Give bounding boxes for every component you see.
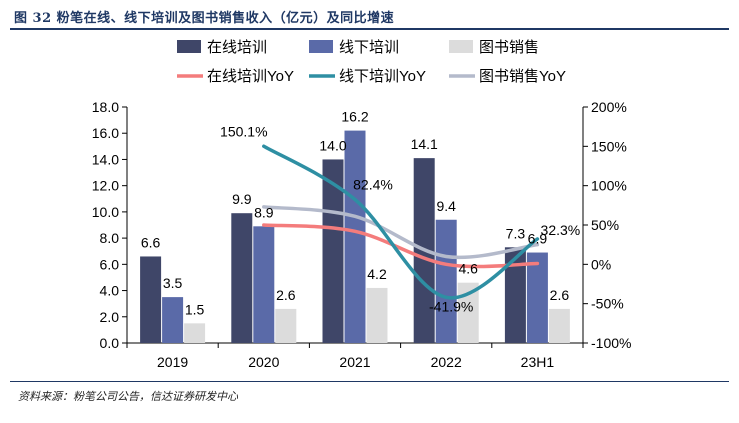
bar <box>504 247 526 343</box>
source-note: 资料来源：粉笔公司公告，信达证券研发中心 <box>18 390 238 403</box>
legend-label: 图书销售YoY <box>479 68 566 85</box>
legend-label: 线下培训YoY <box>339 68 426 85</box>
y-tick-label: 2.0 <box>100 309 120 325</box>
x-tick-label: 2022 <box>431 354 462 370</box>
bar-data-label: 14.0 <box>319 137 346 153</box>
bar <box>253 226 275 343</box>
bar-data-label: 9.4 <box>436 198 456 214</box>
y2-tick-label: 100% <box>591 178 627 194</box>
bar-data-label: 4.6 <box>458 261 478 277</box>
bar <box>184 323 206 343</box>
bar-data-label: 2.6 <box>276 287 296 303</box>
bar-data-label: 6.9 <box>528 231 548 247</box>
y-tick-label: 10.0 <box>92 204 119 220</box>
legend-swatch <box>449 40 473 53</box>
y-tick-label: 4.0 <box>100 283 120 299</box>
bar <box>322 159 344 343</box>
line-series <box>262 144 540 300</box>
bar-data-label: 2.6 <box>550 287 570 303</box>
legend-label: 线下培训 <box>339 39 399 56</box>
y-tick-label: 0.0 <box>100 335 120 351</box>
x-tick-label: 2020 <box>248 354 279 370</box>
y-tick-label: 12.0 <box>92 178 119 194</box>
data-labels: 6.6 9.9 14.0 14.1 7.3 3.5 8.9 16.2 9.4 6.9 1.5 2.6 4… <box>141 109 580 318</box>
line-series <box>262 205 540 260</box>
bar-data-label: 3.5 <box>163 275 183 291</box>
bar <box>275 308 297 343</box>
line-series <box>262 223 540 269</box>
bar <box>548 308 570 343</box>
y-tick-label: 18.0 <box>92 99 119 115</box>
bar-data-label: 8.9 <box>254 204 274 220</box>
title-divider <box>10 28 729 30</box>
bar-data-label: 6.6 <box>141 234 161 250</box>
bar <box>457 282 479 343</box>
figure-title: 图 32 粉笔在线、线下培训及图书销售收入（亿元）及同比增速 <box>14 11 395 26</box>
bar <box>526 252 548 343</box>
legend-swatch <box>177 40 201 53</box>
bar-data-label: 16.2 <box>341 109 368 125</box>
bars <box>140 130 570 343</box>
legend-swatch <box>309 40 333 53</box>
legend-label: 图书销售 <box>479 39 539 56</box>
y2-tick-label: -100% <box>591 335 631 351</box>
source-divider <box>10 381 729 382</box>
y2-tick-label: 50% <box>591 217 619 233</box>
x-tick-label: 2021 <box>339 354 370 370</box>
y2-tick-label: 200% <box>591 99 627 115</box>
bar-data-label: 4.2 <box>367 266 387 282</box>
y2-tick-label: 0% <box>591 256 611 272</box>
bar <box>231 213 253 343</box>
y-tick-label: 6.0 <box>100 256 120 272</box>
bar-data-label: 9.9 <box>232 191 252 207</box>
y-tick-label: 16.0 <box>92 125 119 141</box>
x-tick-label: 2019 <box>157 354 188 370</box>
y-tick-label: 14.0 <box>92 151 119 167</box>
bar-data-label: 7.3 <box>506 225 526 241</box>
legend-label: 在线培训YoY <box>207 68 294 85</box>
bar <box>162 297 184 343</box>
lines <box>262 144 540 300</box>
y2-tick-label: 150% <box>591 138 627 154</box>
line-data-label: 32.3% <box>541 222 581 238</box>
y-tick-label: 8.0 <box>100 230 120 246</box>
line-data-label: 150.1% <box>220 123 267 139</box>
bar <box>140 256 162 343</box>
legend-label: 在线培训 <box>207 39 267 56</box>
y2-tick-label: -50% <box>591 296 624 312</box>
bar <box>366 287 388 343</box>
bar-data-label: 1.5 <box>185 301 205 317</box>
x-tick-label: 23H1 <box>521 354 555 370</box>
bar <box>344 130 366 343</box>
bar-data-label: 14.1 <box>411 136 438 152</box>
line-data-label: -41.9% <box>429 298 473 314</box>
bar <box>435 219 457 343</box>
line-data-label: 82.4% <box>353 177 393 193</box>
axes: 0.0 2.0 4.0 6.0 8.0 10.0 12.0 14.0 16.0 18.0 -100%… <box>92 99 632 370</box>
